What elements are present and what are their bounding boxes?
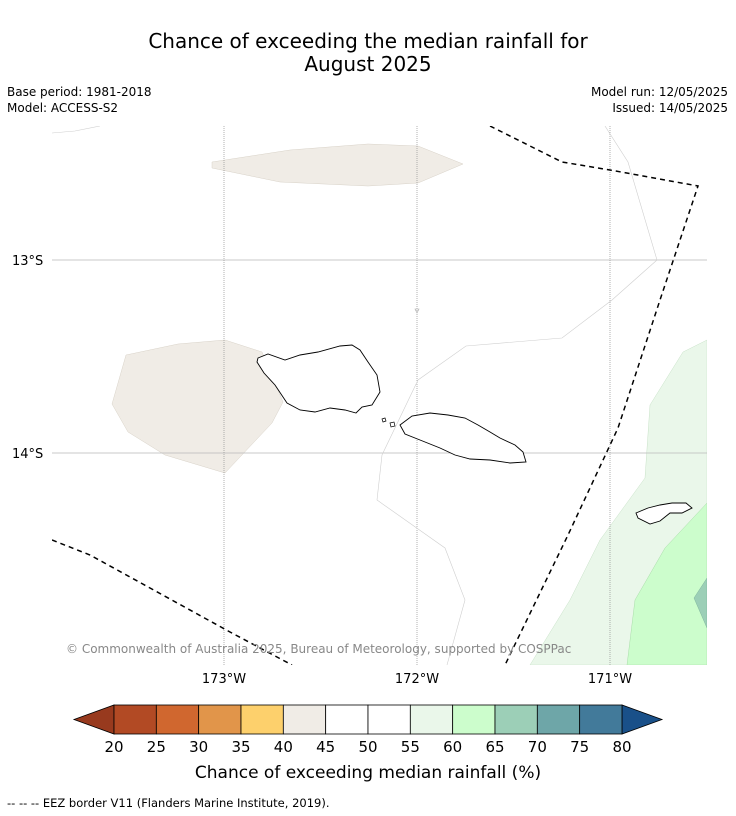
colorbar-tick-label: 40 (274, 738, 293, 756)
lon-label-173w: 173°W (202, 672, 246, 687)
colorbar-segment (536, 704, 581, 735)
colorbar-segment (240, 704, 284, 735)
eez-footnote: -- -- -- EEZ border V11 (Flanders Marine… (7, 796, 330, 810)
colorbar-label: Chance of exceeding median rainfall (%) (195, 763, 541, 783)
colorbar-tick-label: 25 (147, 738, 166, 756)
meta-left: Base period: 1981-2018 Model: ACCESS-S2 (7, 84, 152, 116)
colorbar-tick-label: 45 (316, 738, 335, 756)
colorbar-segment (198, 704, 242, 735)
colorbar-segment (155, 704, 200, 735)
colorbar-segment (579, 704, 623, 735)
meta-right: Model run: 12/05/2025 Issued: 14/05/2025 (591, 84, 728, 116)
eez-border (52, 126, 699, 665)
shade-60-65-east (626, 502, 707, 665)
colorbar-segment (113, 704, 157, 735)
colorbar-segment (494, 704, 538, 735)
colorbar-tick-label: 50 (358, 738, 377, 756)
lon-label-171w: 171°W (588, 672, 632, 687)
colorbar-tick-label: 70 (528, 738, 547, 756)
colorbar-over-arrow (621, 704, 664, 735)
colorbar-segment (452, 704, 496, 735)
map-area: © Commonwealth of Australia 2025, Bureau… (52, 126, 707, 665)
island-small-2 (389, 421, 396, 428)
colorbar-tick-label: 20 (104, 738, 123, 756)
colorbar-tick-label: 30 (189, 738, 208, 756)
title-line-1: Chance of exceeding the median rainfall … (148, 29, 588, 53)
shade-65-70-east (693, 577, 707, 629)
colorbar: 20 25 30 35 40 45 50 55 60 65 70 75 80 (72, 704, 664, 756)
colorbar-tick-label: 65 (485, 738, 504, 756)
colorbar-tick-label: 35 (231, 738, 250, 756)
issued-date: Issued: 14/05/2025 (612, 101, 728, 115)
model-name: Model: ACCESS-S2 (7, 101, 119, 115)
shade-40-45-north (211, 143, 464, 187)
island-upolu (399, 412, 527, 464)
island-marker (414, 308, 420, 314)
island-tutuila (635, 502, 693, 525)
island-small-1 (381, 417, 387, 423)
title-line-2: August 2025 (304, 52, 432, 76)
colorbar-tick-label: 60 (443, 738, 462, 756)
lon-label-172w: 172°W (395, 672, 439, 687)
colorbar-tick-label: 80 (612, 738, 631, 756)
colorbar-under-arrow (72, 704, 115, 735)
colorbar-segment (325, 704, 369, 735)
lat-label-13s: 13°S (12, 254, 43, 269)
colorbar-tick-label: 55 (401, 738, 420, 756)
colorbar-tick-label: 75 (570, 738, 589, 756)
colorbar-segment (282, 704, 327, 735)
lat-label-14s: 14°S (12, 447, 43, 462)
colorbar-segment (367, 704, 411, 735)
shade-40-45-west (111, 339, 284, 474)
model-run: Model run: 12/05/2025 (590, 85, 728, 99)
faint-boundaries (52, 126, 658, 665)
base-period: Base period: 1981-2018 (7, 85, 152, 99)
colorbar-segment (409, 704, 454, 735)
copyright-text: © Commonwealth of Australia 2025, Bureau… (66, 642, 571, 656)
island-savaii (256, 344, 381, 414)
